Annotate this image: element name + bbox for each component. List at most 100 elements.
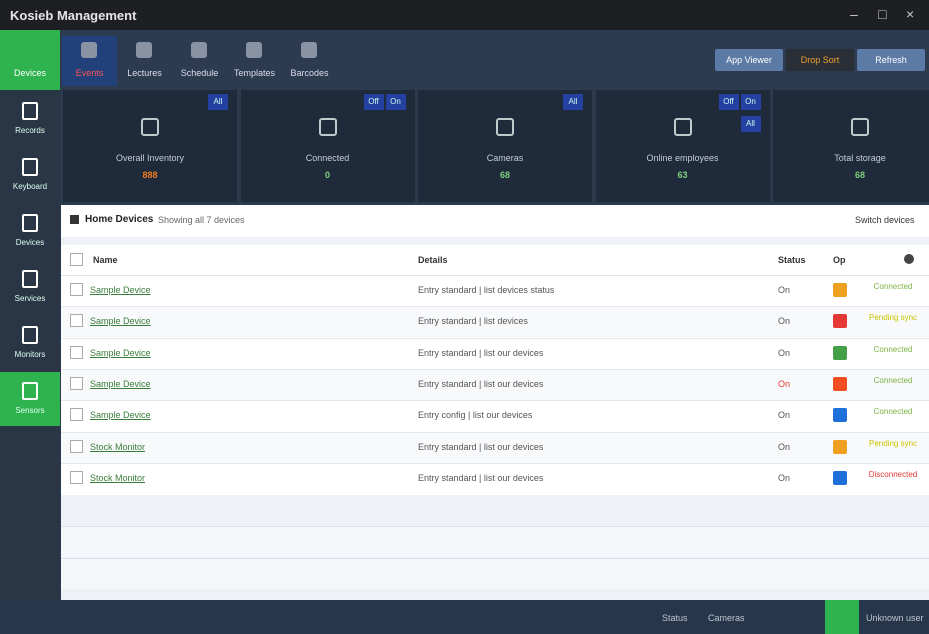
row-checkbox[interactable] <box>70 439 83 453</box>
row-status: On <box>778 472 791 483</box>
stat-card: Cameras 68 All <box>418 90 592 202</box>
row-details: Entry standard | list devices <box>418 316 528 327</box>
footer-link[interactable]: Cameras <box>708 613 745 623</box>
row-op-icon[interactable] <box>833 345 847 360</box>
row-checkbox[interactable] <box>70 376 83 390</box>
tab-icon <box>191 42 207 58</box>
row-status: On <box>778 316 791 327</box>
row-op-icon[interactable] <box>833 376 847 391</box>
row-op-icon[interactable] <box>833 408 847 423</box>
stat-label: Online employees <box>646 153 719 163</box>
stat-value: 63 <box>677 170 688 180</box>
stat-badge[interactable]: All <box>563 94 583 110</box>
stat-badge[interactable]: On <box>740 94 761 110</box>
row-op-label: Pending sync <box>868 438 918 448</box>
row-name[interactable]: Stock Monitor <box>90 441 146 452</box>
row-details: Entry standard | list our devices <box>418 378 544 389</box>
table-row <box>61 275 929 306</box>
row-name[interactable]: Stock Monitor <box>90 472 146 483</box>
status-bar <box>0 600 929 634</box>
sidebar-item[interactable]: Keyboard <box>0 148 60 202</box>
stat-icon <box>318 118 337 136</box>
stat-icon <box>673 118 692 136</box>
sidebar-icon <box>22 158 38 176</box>
row-name[interactable]: Sample Device <box>90 316 151 327</box>
row-name[interactable]: Sample Device <box>90 378 151 389</box>
stat-card: Overall Inventory 888 All <box>63 90 237 202</box>
row-checkbox[interactable] <box>70 345 83 359</box>
header-checkbox[interactable] <box>70 253 83 266</box>
row-op-icon[interactable] <box>833 283 847 297</box>
home-button[interactable]: Devices <box>0 30 60 90</box>
row-status: On <box>778 410 791 421</box>
sidebar-item[interactable]: Sensors <box>0 372 60 426</box>
table-action[interactable]: Switch devices <box>855 215 915 225</box>
row-op-icon[interactable] <box>833 314 847 329</box>
toolbar-tab[interactable]: Templates <box>227 36 282 86</box>
stat-badge[interactable]: All <box>740 116 761 132</box>
column-header: Op <box>833 255 846 265</box>
stat-badge[interactable]: Off <box>363 94 384 110</box>
window-control[interactable]: – <box>850 6 858 22</box>
row-details: Entry standard | list our devices <box>418 441 544 452</box>
toolbar-tab[interactable]: Events <box>62 36 117 86</box>
table-row <box>61 337 929 369</box>
sidebar-item[interactable]: Monitors <box>0 316 60 370</box>
table-row <box>61 431 929 463</box>
column-header: Details <box>418 255 448 265</box>
sidebar-icon <box>22 214 38 232</box>
stat-label: Cameras <box>486 153 524 163</box>
row-checkbox[interactable] <box>70 314 83 328</box>
row-checkbox[interactable] <box>70 283 83 296</box>
row-name[interactable]: Sample Device <box>90 285 151 295</box>
stat-badge[interactable]: All <box>208 94 228 110</box>
toolbar-button[interactable]: Drop Sort <box>786 49 854 71</box>
sidebar-item[interactable]: Records <box>0 92 60 146</box>
row-op-label: Connected <box>873 282 913 291</box>
row-status: On <box>778 285 791 295</box>
stat-value: 68 <box>854 170 865 180</box>
row-details: Entry standard | list our devices <box>418 472 544 483</box>
settings-icon <box>904 254 914 264</box>
stat-card: Online employees 63 On Off All <box>595 90 770 202</box>
toolbar-button[interactable]: App Viewer <box>715 49 783 71</box>
sidebar-icon <box>22 270 38 288</box>
toolbar-tab[interactable]: Barcodes <box>282 36 337 86</box>
table-row <box>61 462 929 494</box>
toolbar-tab[interactable]: Schedule <box>172 36 227 86</box>
row-op-icon[interactable] <box>833 470 847 485</box>
table-header-bar <box>61 205 929 237</box>
row-checkbox[interactable] <box>70 470 83 484</box>
stat-card: Total storage 68 <box>773 90 929 202</box>
app-title: Kosieb Management <box>10 8 137 23</box>
sidebar-item[interactable]: Services <box>0 260 60 314</box>
row-status: On <box>778 441 791 452</box>
table-title-icon <box>70 215 79 224</box>
row-status: On <box>778 378 791 389</box>
row-details: Entry config | list our devices <box>418 410 533 421</box>
toolbar-button[interactable]: Refresh <box>857 49 925 71</box>
stat-badge[interactable]: Off <box>718 94 739 110</box>
row-op-icon[interactable] <box>833 439 847 454</box>
toolbar-tab[interactable]: Lectures <box>117 36 172 86</box>
row-details: Entry standard | list devices status <box>418 285 555 295</box>
footer-link[interactable]: Status <box>662 613 688 623</box>
title-bar <box>0 0 929 30</box>
row-name[interactable]: Sample Device <box>90 347 151 358</box>
stat-value: 0 <box>324 170 330 180</box>
window-control[interactable]: × <box>906 6 915 22</box>
stat-icon <box>851 118 869 136</box>
row-checkbox[interactable] <box>70 408 83 422</box>
stat-value: 888 <box>142 170 158 180</box>
empty-row <box>61 526 929 557</box>
table-title: Home Devices <box>85 214 154 225</box>
window-control[interactable]: □ <box>878 6 887 22</box>
table-row <box>61 400 929 432</box>
sidebar-item[interactable]: Devices <box>0 204 60 258</box>
row-op-label: Connected <box>873 344 913 354</box>
row-name[interactable]: Sample Device <box>90 410 151 421</box>
footer-button[interactable] <box>825 600 859 634</box>
empty-row <box>61 558 929 589</box>
stat-badge[interactable]: On <box>385 94 406 110</box>
